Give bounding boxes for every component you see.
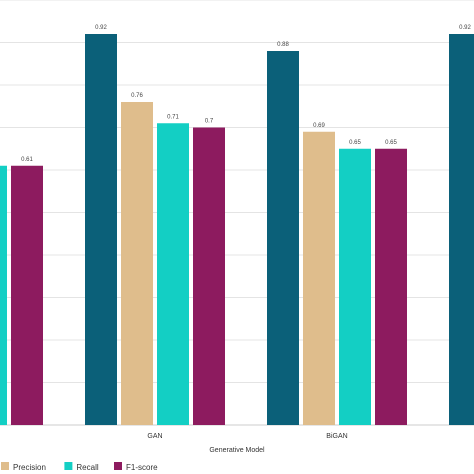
bar xyxy=(339,148,371,425)
data-label: 0.92 xyxy=(459,25,471,31)
data-label: 0.92 xyxy=(95,25,107,31)
legend-label: Recall xyxy=(76,463,98,472)
data-label: 0.65 xyxy=(349,140,361,146)
data-label: 0.71 xyxy=(167,114,179,120)
x-tick-label: BiGAN xyxy=(326,433,347,440)
bar xyxy=(0,165,7,425)
data-label: 0.88 xyxy=(277,42,289,48)
bar xyxy=(121,102,153,425)
bar xyxy=(449,34,474,425)
legend: Precision Recall F1-score xyxy=(1,462,158,472)
data-label: 0.65 xyxy=(385,140,397,146)
bar xyxy=(157,123,189,425)
x-tick-label: GAN xyxy=(147,433,162,440)
data-label: 0.7 xyxy=(205,119,214,125)
data-label: 0.61 xyxy=(21,157,33,163)
data-labels: 0.61 0.92 0.76 0.71 0.7 0.88 0.69 0.65 0.65 0.92 xyxy=(21,25,471,163)
legend-swatch xyxy=(64,462,73,470)
legend-label: F1-score xyxy=(126,463,158,472)
data-label: 0.76 xyxy=(131,93,143,99)
bar xyxy=(193,127,225,425)
legend-label: Precision xyxy=(13,463,46,472)
x-axis-title: Generative Model xyxy=(209,447,265,454)
bar xyxy=(267,51,299,425)
x-axis-ticks: GAN BiGAN xyxy=(147,433,347,440)
legend-swatch xyxy=(1,462,9,470)
bar xyxy=(375,148,407,425)
bar-series xyxy=(0,34,474,425)
bar xyxy=(303,131,335,425)
data-label: 0.69 xyxy=(313,123,325,129)
bar xyxy=(85,34,117,425)
bar xyxy=(11,165,43,425)
legend-swatch xyxy=(114,462,122,470)
